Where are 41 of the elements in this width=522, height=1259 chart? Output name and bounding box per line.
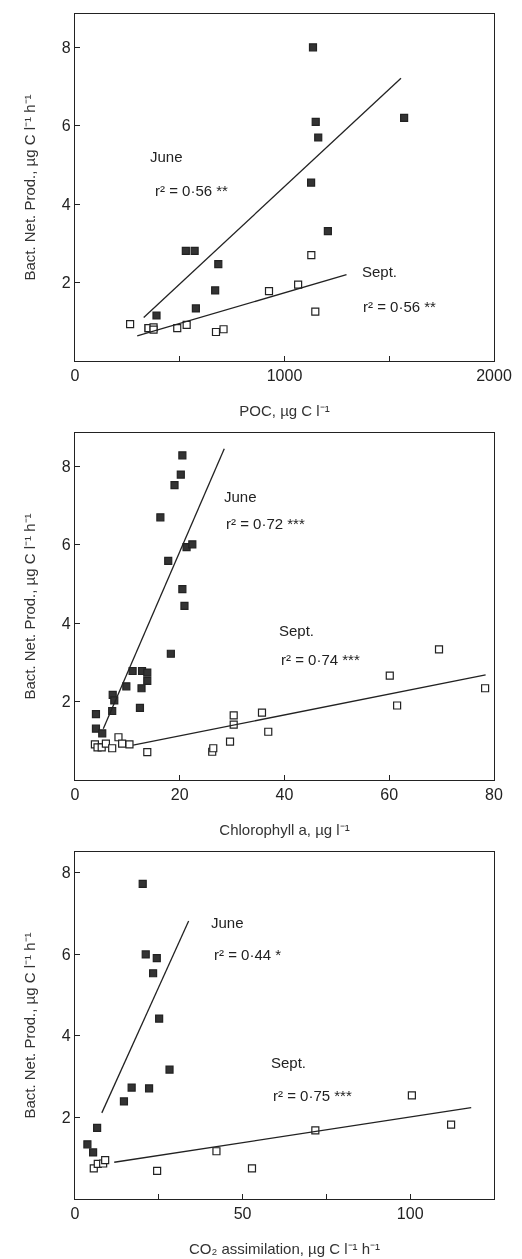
y-axis-title: Bact. Net. Prod., µg C l⁻¹ h⁻¹ — [20, 94, 38, 281]
y-tick-label: 8 — [61, 864, 71, 882]
y-tick-label: 2 — [61, 1108, 71, 1126]
annotation: Sept. — [271, 1054, 307, 1071]
annotation: r² = 0·75 *** — [273, 1087, 352, 1104]
x-axis-title: POC, µg C l⁻¹ — [239, 402, 330, 419]
x-tick-label: 20 — [170, 786, 189, 804]
x-axis-title: CO₂ assimilation, µg C l⁻¹ h⁻¹ — [188, 1240, 381, 1257]
x-tick-label: 60 — [380, 786, 399, 804]
x-tick-label: 0 — [70, 786, 80, 804]
y-tick-label: 4 — [61, 614, 71, 632]
x-tick-label: 0 — [70, 1205, 80, 1223]
y-tick-label: 4 — [61, 195, 71, 213]
y-tick-label: 8 — [61, 457, 71, 475]
y-axis-title: Bact. Net. Prod., µg C l⁻¹ h⁻¹ — [20, 513, 38, 700]
annotation: r² = 0·72 *** — [226, 515, 305, 532]
y-tick-label: 2 — [61, 693, 71, 711]
y-tick-label: 4 — [61, 1027, 71, 1045]
x-tick-label: 40 — [275, 786, 294, 804]
annotation: Sept. — [279, 622, 315, 639]
annotation: r² = 0·44 * — [214, 946, 282, 963]
annotation: June — [224, 488, 257, 505]
annotation: June — [150, 148, 183, 165]
x-tick-label: 0 — [70, 367, 80, 385]
y-tick-label: 6 — [61, 536, 71, 554]
annotation: r² = 0·56 ** — [155, 182, 229, 199]
y-axis-title: Bact. Net. Prod., µg C l⁻¹ h⁻¹ — [20, 932, 38, 1119]
y-tick-label: 6 — [61, 117, 71, 135]
annotation: r² = 0·56 ** — [363, 298, 437, 315]
y-tick-label: 2 — [61, 274, 71, 292]
x-tick-label: 2000 — [476, 367, 512, 385]
y-tick-label: 6 — [61, 945, 71, 963]
annotation: r² = 0·74 *** — [281, 651, 360, 668]
x-tick-label: 1000 — [266, 367, 303, 385]
x-tick-label: 50 — [233, 1205, 252, 1223]
y-tick-label: 8 — [61, 38, 71, 56]
x-tick-label: 80 — [485, 786, 503, 804]
x-tick-label: 100 — [396, 1205, 424, 1223]
x-axis-title: Chlorophyll a, µg l⁻¹ — [219, 821, 350, 838]
annotation: Sept. — [362, 263, 398, 280]
annotation: June — [211, 914, 244, 931]
